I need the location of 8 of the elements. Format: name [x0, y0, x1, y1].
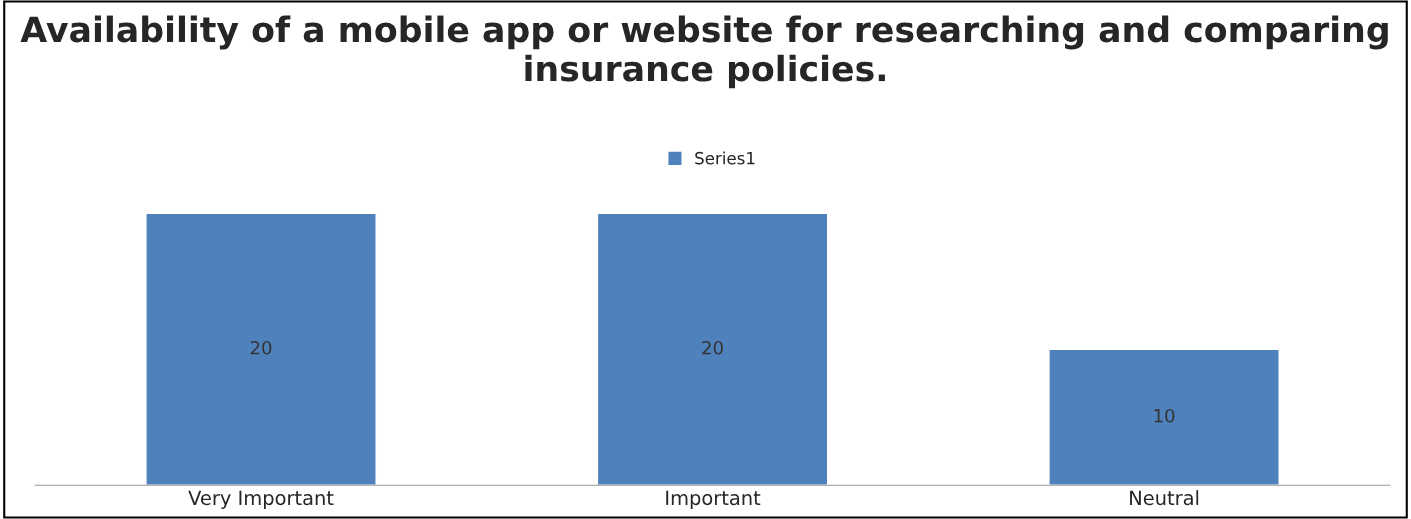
- legend-label: Series1: [695, 151, 755, 165]
- chart-title: Availability of a mobile app or website for researching and comparing insurance policies.: [20, 15, 1388, 89]
- x-tick-label: Very Important: [188, 490, 334, 509]
- data-label: 20: [250, 340, 272, 355]
- data-label: 20: [702, 340, 723, 355]
- x-tick-label: Important: [666, 490, 761, 509]
- x-tick-label: Neutral: [1130, 490, 1199, 506]
- data-label: 10: [1154, 408, 1175, 423]
